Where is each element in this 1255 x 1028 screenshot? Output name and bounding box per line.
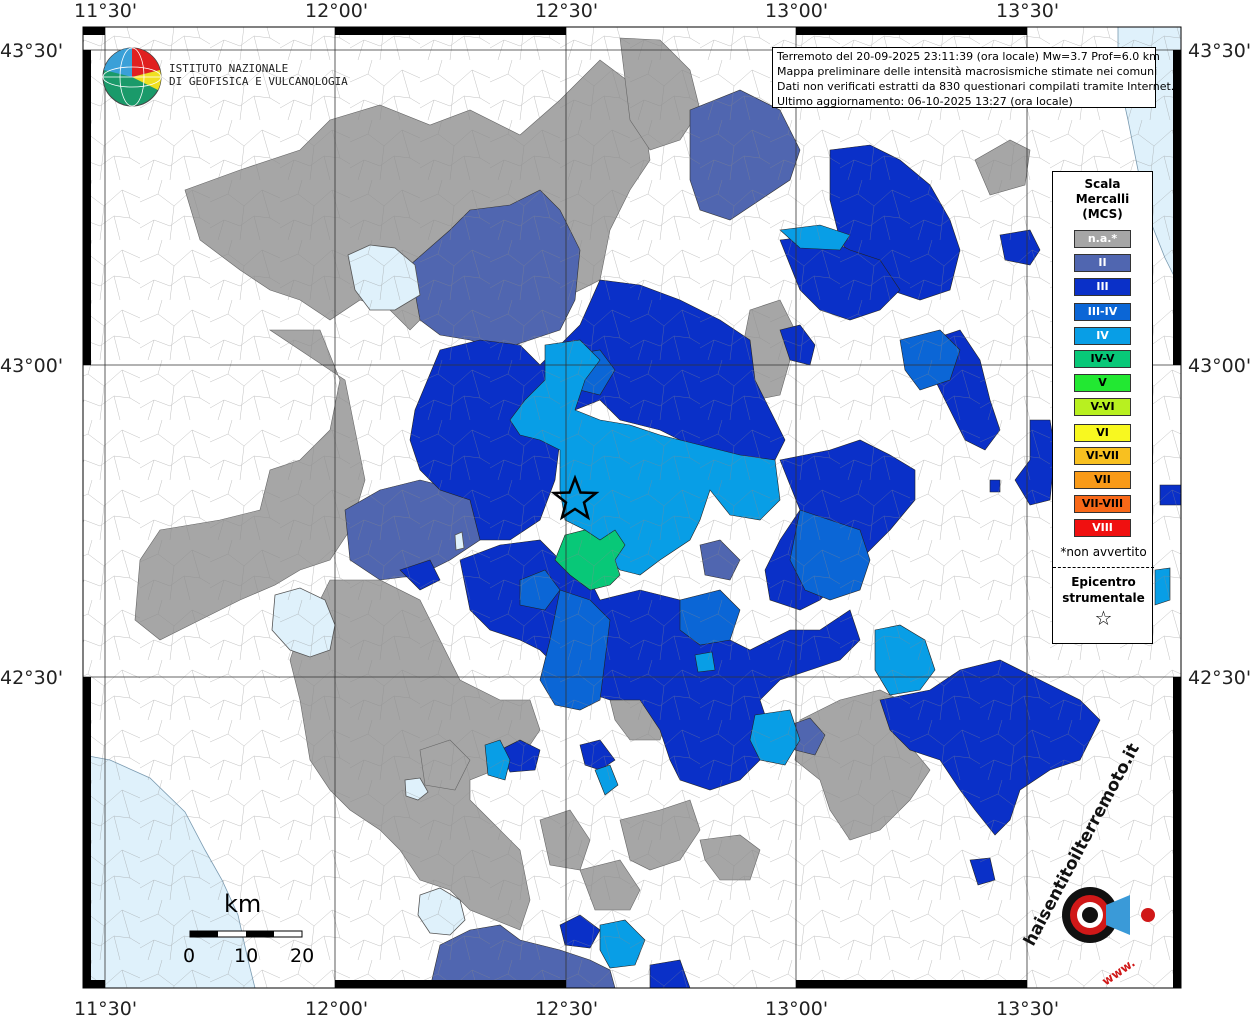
lon-label-top-4: 13°00'	[765, 0, 829, 22]
epicentre-star-icon	[550, 474, 600, 521]
legend-note: *non avvertito	[1060, 545, 1147, 559]
lon-label-top-3: 12°30'	[535, 0, 599, 22]
ingv-logo-text: ISTITUTO NAZIONALE DI GEOFISICA E VULCAN…	[169, 62, 348, 88]
legend-item-III-IV: III-IV	[1074, 303, 1131, 321]
lat-label-right-2: 43°00'	[1188, 355, 1252, 377]
legend-item-na: n.a.*	[1074, 230, 1131, 248]
ingv-logo-icon	[102, 47, 162, 107]
ingv-line-2: DI GEOFISICA E VULCANOLOGIA	[169, 75, 348, 88]
legend-item-VI: VI	[1074, 424, 1131, 442]
lat-label-right-1: 43°30'	[1188, 40, 1252, 62]
legend-title: Scala Mercalli (MCS)	[1053, 177, 1152, 222]
legend-item-III: III	[1074, 278, 1131, 296]
legend-item-VII-VIII: VII-VIII	[1074, 495, 1131, 513]
lon-label-top-5: 13°30'	[996, 0, 1060, 22]
map-frame	[82, 26, 1182, 989]
graticule	[83, 27, 1181, 988]
legend-item-VII: VII	[1074, 471, 1131, 489]
legend-star-icon: ☆	[1094, 606, 1113, 630]
legend-item-VIII: VIII	[1074, 519, 1131, 537]
legend-item-IV: IV	[1074, 327, 1131, 345]
lat-label-right-3: 42°30'	[1188, 667, 1252, 689]
lon-label-bottom-5: 13°30'	[996, 998, 1060, 1020]
legend-epicentre: Epicentro strumentale ☆	[1053, 574, 1154, 630]
info-line-3: Dati non verificati estratti da 830 ques…	[777, 80, 1175, 93]
map-area	[83, 27, 1181, 988]
legend-title-1: Scala	[1084, 177, 1121, 191]
event-info-box: Terremoto del 20-09-2025 23:11:39 (ora l…	[772, 47, 1175, 108]
legend-divider	[1053, 567, 1154, 568]
scale-tick-20: 20	[290, 945, 315, 967]
legend-item-VI-VII: VI-VII	[1074, 447, 1131, 465]
legend-epicentre-2: strumentale	[1062, 591, 1145, 605]
scale-unit: km	[224, 890, 262, 918]
lat-label-left-3: 42°30'	[0, 667, 64, 689]
legend-title-2: Mercalli	[1075, 192, 1130, 206]
lat-label-left-2: 43°00'	[0, 355, 64, 377]
lon-label-top-1: 11°30'	[74, 0, 138, 22]
scale-tick-10: 10	[234, 945, 259, 967]
scale-tick-0: 0	[183, 945, 196, 967]
lon-label-bottom-3: 12°30'	[535, 998, 599, 1020]
haisentito-logo-icon	[1062, 887, 1155, 943]
info-line-2: Mappa preliminare delle intensità macros…	[777, 65, 1158, 78]
info-line-1: Terremoto del 20-09-2025 23:11:39 (ora l…	[777, 50, 1160, 63]
legend-item-V-VI: V-VI	[1074, 398, 1131, 416]
legend-epicentre-1: Epicentro	[1071, 575, 1136, 589]
intensity-legend: Scala Mercalli (MCS) n.a.* II III III-IV…	[1052, 171, 1154, 644]
legend-item-II: II	[1074, 254, 1131, 272]
legend-title-3: (MCS)	[1082, 207, 1123, 221]
scale-bar	[189, 930, 303, 938]
lat-label-left-1: 43°30'	[0, 40, 64, 62]
lon-label-bottom-4: 13°00'	[765, 998, 829, 1020]
lon-label-bottom-1: 11°30'	[74, 998, 138, 1020]
ingv-line-1: ISTITUTO NAZIONALE	[169, 62, 289, 75]
lon-label-top-2: 12°00'	[305, 0, 369, 22]
lon-label-bottom-2: 12°00'	[305, 998, 369, 1020]
legend-item-IV-V: IV-V	[1074, 350, 1131, 368]
info-line-4: Ultimo aggiornamento: 06-10-2025 13:27 (…	[777, 95, 1073, 108]
legend-item-V: V	[1074, 374, 1131, 392]
